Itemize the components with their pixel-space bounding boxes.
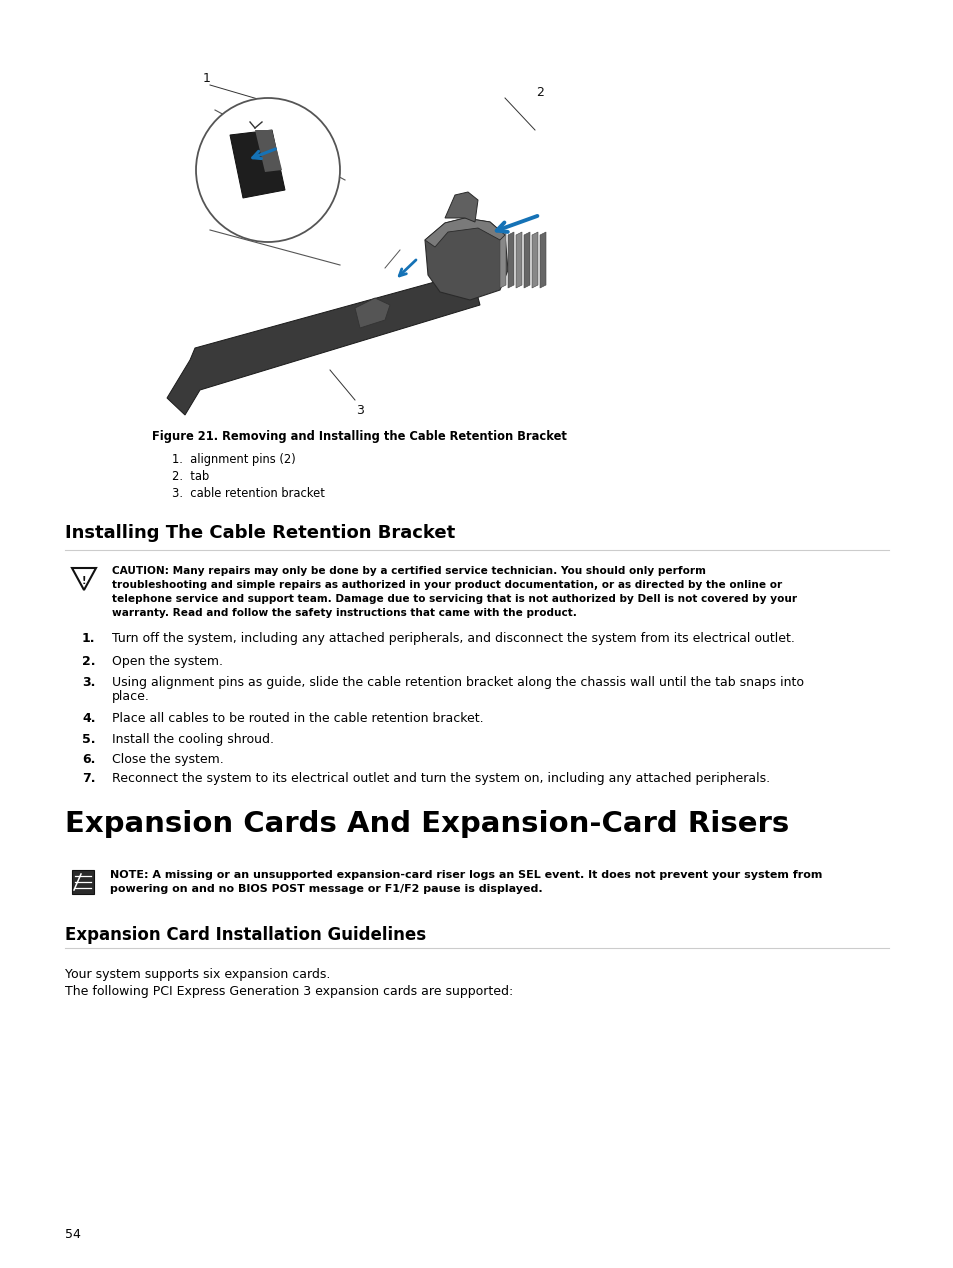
Text: 2.  tab: 2. tab [172,470,209,483]
Text: 54: 54 [65,1227,81,1241]
Polygon shape [539,232,545,288]
Text: 1.  alignment pins (2): 1. alignment pins (2) [172,453,295,467]
Text: 3.  cable retention bracket: 3. cable retention bracket [172,487,325,500]
Polygon shape [71,568,96,590]
Polygon shape [507,232,514,288]
Text: The following PCI Express Generation 3 expansion cards are supported:: The following PCI Express Generation 3 e… [65,985,513,998]
Text: warranty. Read and follow the safety instructions that came with the product.: warranty. Read and follow the safety ins… [112,607,577,618]
Text: Your system supports six expansion cards.: Your system supports six expansion cards… [65,967,330,981]
Text: Expansion Cards And Expansion-Card Risers: Expansion Cards And Expansion-Card Riser… [65,810,788,838]
Text: 3.: 3. [82,676,95,689]
Text: Expansion Card Installation Guidelines: Expansion Card Installation Guidelines [65,926,426,943]
Text: powering on and no BIOS POST message or F1/F2 pause is displayed.: powering on and no BIOS POST message or … [110,884,542,894]
Polygon shape [444,191,477,222]
Text: Figure 21. Removing and Installing the Cable Retention Bracket: Figure 21. Removing and Installing the C… [152,430,566,443]
Text: Place all cables to be routed in the cable retention bracket.: Place all cables to be routed in the cab… [112,713,483,725]
Polygon shape [523,232,530,288]
Text: Turn off the system, including any attached peripherals, and disconnect the syst: Turn off the system, including any attac… [112,631,794,645]
Text: Reconnect the system to its electrical outlet and turn the system on, including : Reconnect the system to its electrical o… [112,772,769,785]
Polygon shape [516,232,521,288]
Polygon shape [355,298,390,328]
Text: telephone service and support team. Damage due to servicing that is not authoriz: telephone service and support team. Dama… [112,593,797,604]
Polygon shape [532,232,537,288]
Text: troubleshooting and simple repairs as authorized in your product documentation, : troubleshooting and simple repairs as au… [112,579,781,590]
Text: 6.: 6. [82,753,95,766]
Text: 1: 1 [203,71,211,85]
Text: Install the cooling shroud.: Install the cooling shroud. [112,733,274,746]
Text: place.: place. [112,690,150,702]
Text: 5.: 5. [82,733,95,746]
Text: 4.: 4. [82,713,95,725]
Polygon shape [167,275,479,415]
Text: Using alignment pins as guide, slide the cable retention bracket along the chass: Using alignment pins as guide, slide the… [112,676,803,689]
Text: CAUTION: Many repairs may only be done by a certified service technician. You sh: CAUTION: Many repairs may only be done b… [112,566,705,576]
Text: Close the system.: Close the system. [112,753,224,766]
Polygon shape [230,131,285,198]
Text: NOTE: A missing or an unsupported expansion-card riser logs an SEL event. It doe: NOTE: A missing or an unsupported expans… [110,870,821,880]
FancyBboxPatch shape [71,870,94,894]
Polygon shape [424,218,507,301]
Text: Open the system.: Open the system. [112,656,223,668]
Text: Installing The Cable Retention Bracket: Installing The Cable Retention Bracket [65,524,455,541]
Circle shape [195,98,339,242]
Polygon shape [424,218,504,247]
Text: 2.: 2. [82,656,95,668]
Text: 3: 3 [355,403,363,416]
Polygon shape [499,232,505,288]
Polygon shape [254,131,282,172]
Text: 2: 2 [536,85,543,99]
Text: !: ! [82,576,86,586]
Text: 1.: 1. [82,631,95,645]
Text: 7.: 7. [82,772,95,785]
